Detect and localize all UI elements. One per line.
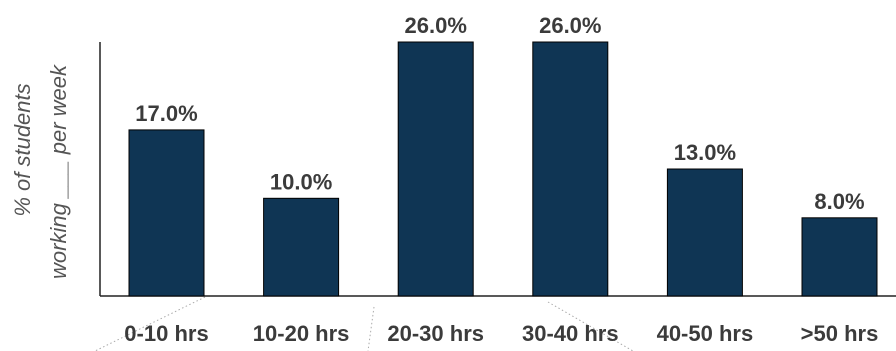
bar <box>666 168 743 297</box>
data-label: 13.0% <box>674 140 736 165</box>
category-tick-label: 10-20 hrs <box>253 321 350 346</box>
bar <box>263 197 340 297</box>
category-labels-group: 0-10 hrs 10-20 hrs 20-30 hrs 30-40 hrs 40-50… <box>124 321 878 346</box>
category-tick-label: >50 hrs <box>801 321 879 346</box>
bar <box>532 41 609 297</box>
dotted-guide-line <box>547 301 634 351</box>
decorative-dotted-lines <box>94 296 634 351</box>
y-axis-label: % of students working ___ per week <box>10 64 71 279</box>
bar <box>397 41 474 297</box>
bar <box>128 129 205 297</box>
bar <box>801 217 878 297</box>
category-tick-label: 30-40 hrs <box>522 321 619 346</box>
data-label: 26.0% <box>405 13 467 38</box>
data-label: 26.0% <box>539 13 601 38</box>
category-tick-label: 20-30 hrs <box>387 321 484 346</box>
data-label: 8.0% <box>814 189 864 214</box>
dotted-guide-line <box>94 296 206 351</box>
category-tick-label: 0-10 hrs <box>124 321 208 346</box>
value-labels-group: 17.0% 10.0% 26.0% 26.0% 13.0% 8.0% <box>135 13 864 214</box>
y-axis-label-line2: working ___ per week <box>46 64 71 279</box>
bars-group <box>128 41 878 297</box>
dotted-guide-line <box>367 306 375 351</box>
y-axis-label-line1: % of students <box>10 83 35 216</box>
data-label: 17.0% <box>135 101 197 126</box>
category-tick-label: 40-50 hrs <box>657 321 754 346</box>
data-label: 10.0% <box>270 169 332 194</box>
